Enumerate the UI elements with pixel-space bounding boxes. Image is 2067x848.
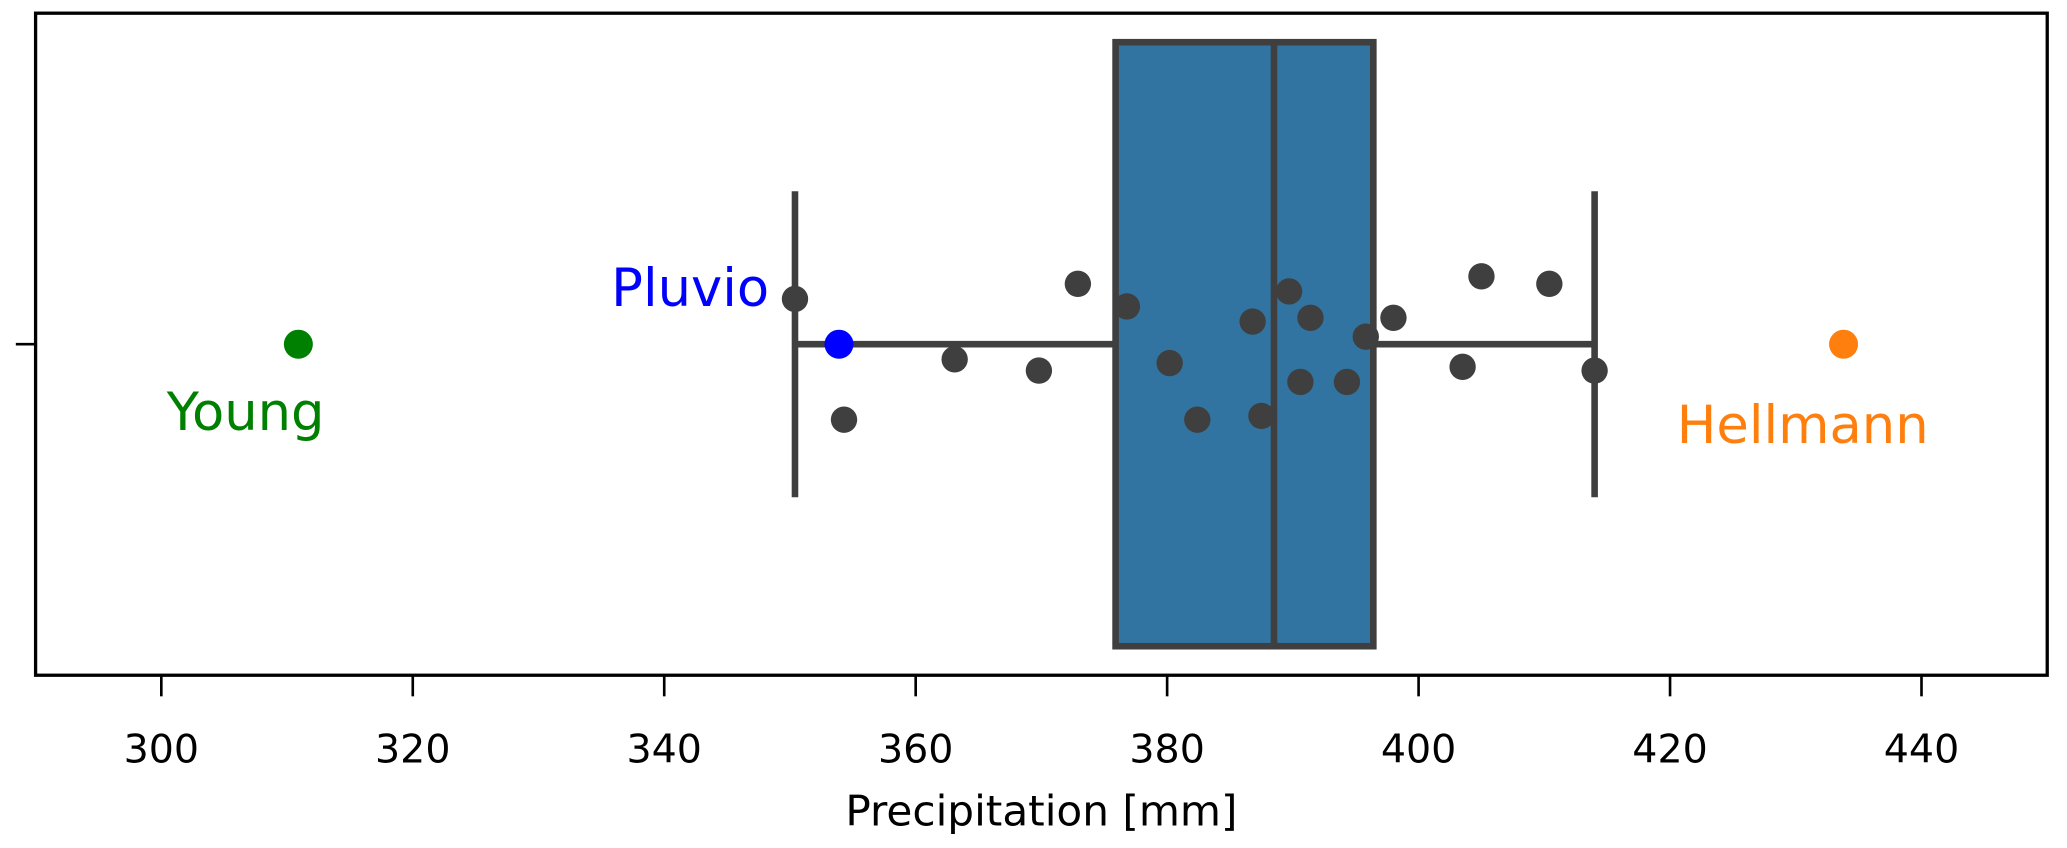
data-point <box>1468 263 1495 290</box>
plot-area: 300 320 340 360 380 400 420 440 Young Pluvio Hellm… <box>15 11 2049 772</box>
highlight-point-young <box>283 329 313 359</box>
data-point <box>1113 293 1141 320</box>
data-point <box>1248 402 1275 430</box>
data-point <box>1581 357 1608 384</box>
data-point <box>1239 308 1266 335</box>
iqr-box <box>1112 38 1377 650</box>
data-point <box>1275 278 1303 305</box>
data-point <box>1156 349 1183 377</box>
highlight-label-young: Young <box>166 382 325 443</box>
x-tick-label: 360 <box>878 726 953 772</box>
data-point <box>1064 270 1092 298</box>
highlight-label-hellmann: Hellmann <box>1677 395 1929 456</box>
data-point <box>1380 304 1407 331</box>
data-point <box>1352 323 1379 350</box>
highlight-point-hellmann <box>1829 329 1859 359</box>
data-point <box>1536 270 1563 298</box>
x-axis-label: Precipitation [mm] <box>845 787 1237 836</box>
x-tick-label: 440 <box>1884 726 1959 772</box>
x-tick-label: 380 <box>1129 726 1204 772</box>
data-point <box>1333 368 1361 396</box>
x-tick-label: 400 <box>1381 726 1456 772</box>
axes-frame <box>33 11 2049 677</box>
highlight-label-pluvio: Pluvio <box>611 258 769 319</box>
data-point <box>1025 357 1053 384</box>
x-tick-label: 300 <box>124 726 199 772</box>
data-point <box>941 346 968 373</box>
x-tick-label: 340 <box>626 726 701 772</box>
data-point <box>1184 406 1211 433</box>
data-point <box>781 285 809 313</box>
x-tick-label: 320 <box>375 726 450 772</box>
data-point <box>1287 368 1314 396</box>
data-point <box>1297 304 1324 331</box>
highlight-point-pluvio <box>824 329 854 359</box>
x-tick-label: 420 <box>1632 726 1707 772</box>
data-point <box>830 406 858 433</box>
data-point <box>1449 353 1476 381</box>
